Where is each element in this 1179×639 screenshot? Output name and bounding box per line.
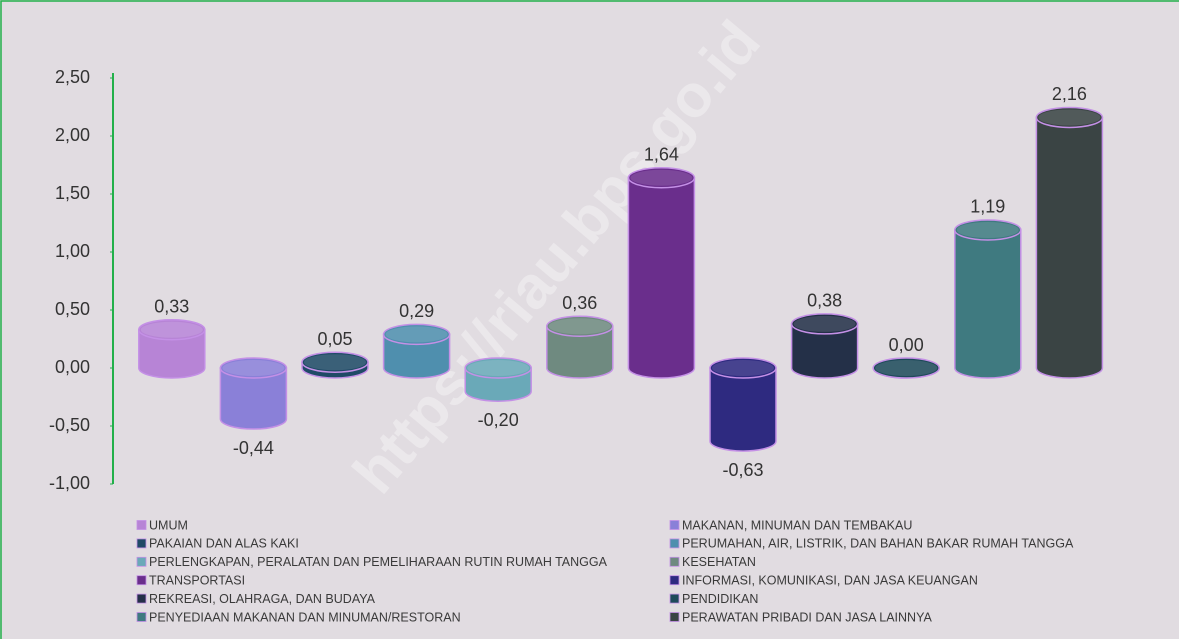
y-tick-label: 2,50: [55, 67, 90, 87]
bar: [546, 315, 614, 379]
legend-swatch: [669, 612, 680, 622]
bar: [382, 323, 451, 379]
bar-cap: [709, 357, 777, 379]
y-tick-label: 0,00: [55, 357, 90, 377]
bar-cap: [1035, 106, 1104, 129]
value-label: 0,05: [317, 329, 352, 349]
legend-label: UMUM: [149, 518, 188, 532]
bar-cap-shade: [467, 360, 530, 376]
legend-label: INFORMASI, KOMUNIKASI, DAN JASA KEUANGAN: [682, 573, 978, 587]
legend-swatch: [136, 593, 147, 604]
value-label: 1,19: [970, 197, 1005, 217]
legend-label: MAKANAN, MINUMAN DAN TEMBAKAU: [682, 518, 912, 532]
legend-label: REKREASI, OLAHRAGA, DAN BUDAYA: [149, 592, 376, 606]
bar-body: [627, 177, 696, 379]
y-tick-label: 1,00: [55, 241, 90, 261]
value-label: 0,00: [889, 335, 924, 355]
value-label: 0,33: [154, 296, 189, 316]
bar: [872, 357, 940, 379]
bar-cap-shade: [304, 354, 366, 371]
bar-cap-shade: [385, 326, 448, 343]
bar-cap: [382, 323, 451, 346]
bar-cap: [219, 357, 288, 379]
value-label: -0,20: [478, 410, 519, 430]
bar: [709, 357, 777, 452]
legend-swatch: [136, 575, 147, 586]
bar-cap: [872, 357, 940, 379]
bar: [464, 357, 532, 402]
y-tick-label: -1,00: [49, 473, 90, 493]
bar-cap-shade: [140, 321, 203, 338]
y-tick-label: -0,50: [49, 415, 90, 435]
y-tick-label: 0,50: [55, 299, 90, 319]
bar-cap-shade: [222, 360, 285, 376]
bar-cap-shade: [548, 318, 611, 335]
legend-label: PENDIDIKAN: [682, 592, 758, 606]
bar-cap: [546, 315, 614, 337]
legend-label: PERLENGKAPAN, PERALATAN DAN PEMELIHARAAN…: [149, 555, 608, 569]
bar-body: [790, 323, 859, 379]
bar-body: [138, 328, 206, 379]
legend-swatch: [136, 556, 147, 567]
bar-cap: [790, 313, 859, 335]
bar-cap-shade: [712, 360, 774, 376]
legend-swatch: [669, 520, 680, 530]
bar-cap-shade: [875, 360, 938, 376]
bar-body: [219, 367, 288, 430]
bar-body: [1035, 116, 1104, 379]
bar-cap: [138, 318, 206, 341]
legend-label: PERAWATAN PRIBADI DAN JASA LAINNYA: [682, 610, 932, 624]
value-label: 1,64: [644, 145, 679, 165]
legend-label: PAKAIAN DAN ALAS KAKI: [149, 537, 299, 551]
legend-swatch: [669, 593, 680, 604]
legend-swatch: [136, 520, 147, 530]
bar-cap-shade: [793, 315, 856, 332]
bar: [954, 219, 1022, 379]
legend-label: KESEHATAN: [682, 555, 756, 569]
bar-cap-shade: [630, 169, 693, 186]
bar: [790, 313, 859, 379]
legend-swatch: [669, 538, 680, 549]
y-tick-label: 1,50: [55, 183, 90, 203]
bar-body: [546, 325, 614, 379]
bar: [1035, 106, 1104, 379]
legend-label: PERUMAHAN, AIR, LISTRIK, DAN BAHAN BAKAR…: [682, 537, 1074, 551]
bar-cap: [301, 351, 369, 373]
value-label: 0,36: [562, 293, 597, 313]
value-label: -0,63: [722, 460, 763, 480]
legend-label: PENYEDIAAN MAKANAN DAN MINUMAN/RESTORAN: [149, 610, 461, 624]
bar-cap-shade: [1038, 109, 1101, 126]
y-tick-label: 2,00: [55, 125, 90, 145]
legend-swatch: [136, 538, 147, 549]
legend-swatch: [669, 556, 680, 567]
bar: [138, 318, 206, 379]
legend-label: TRANSPORTASI: [149, 573, 245, 587]
bar-cap: [464, 357, 532, 379]
bar: [219, 357, 288, 430]
bar-cap: [954, 219, 1022, 241]
bar-body: [709, 367, 777, 452]
value-label: 0,29: [399, 301, 434, 321]
bar-cap: [627, 167, 696, 189]
bar-body: [954, 229, 1022, 379]
value-label: -0,44: [233, 438, 274, 458]
bar-cap-shade: [956, 221, 1019, 238]
bar: [301, 351, 369, 379]
legend-swatch: [669, 575, 680, 586]
value-label: 0,38: [807, 291, 842, 311]
bar-body: [382, 333, 451, 379]
value-label: 2,16: [1052, 84, 1087, 104]
bar: [627, 167, 696, 379]
legend-swatch: [136, 612, 147, 622]
